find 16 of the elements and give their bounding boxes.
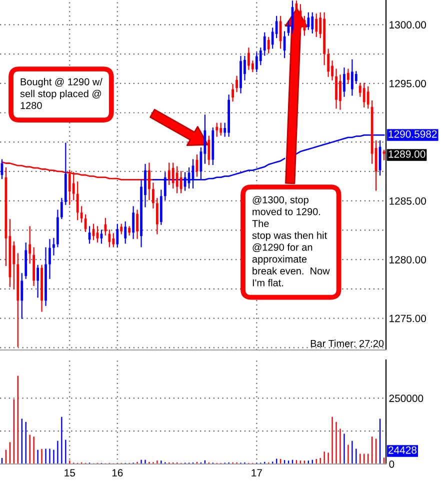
text: 1290.5982 (388, 130, 437, 138)
text: 1289.00 (388, 150, 426, 158)
annotation: Bought @ 1290 w/ sell stop placed @ 1280 (20, 78, 102, 110)
text: 24428 (388, 446, 417, 454)
x-tick-label: 17 (252, 469, 262, 476)
annotation: @1300, stop moved to 1290. The stop was then hit @1290 for an approximate break even. Now I'm flat. (252, 196, 330, 286)
y-tick-label: 1295.00 (390, 80, 426, 88)
y-tick-label: 0 (389, 460, 394, 468)
x-tick-label: 15 (64, 469, 75, 477)
x-tick-label: 16 (112, 469, 123, 477)
annotation: Bar Timer: 27:20 (310, 340, 384, 348)
y-tick-label: 1285.00 (390, 197, 426, 205)
y-tick-label: 1280.00 (390, 256, 426, 264)
y-tick-label: 1300.00 (390, 21, 426, 29)
y-tick-label: 250000 (389, 394, 424, 402)
y-tick-label: 1275.00 (390, 314, 426, 322)
